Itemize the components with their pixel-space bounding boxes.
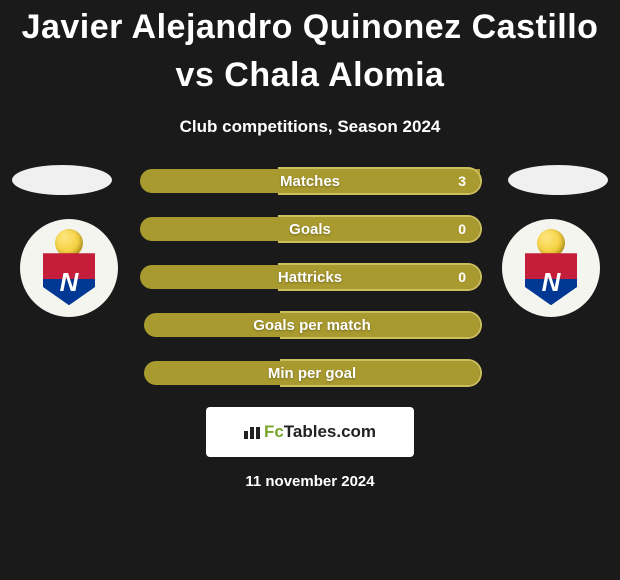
brand-text: FcTables.com <box>244 422 376 442</box>
badge-inner-left: N <box>34 227 104 309</box>
badge-letter-left: N <box>60 267 79 298</box>
brand-suffix: Tables.com <box>284 422 376 441</box>
stat-label-goals: Goals <box>289 221 331 238</box>
badge-ball-icon <box>537 229 565 257</box>
player-right-avatar <box>508 165 608 195</box>
stat-row-mpg: Min per goal <box>144 361 480 385</box>
club-badge-right: N <box>502 219 600 317</box>
stat-label-mpg: Min per goal <box>268 365 356 382</box>
stat-label-matches: Matches <box>280 173 340 190</box>
stat-label-hattricks: Hattricks <box>278 269 342 286</box>
brand-prefix: Fc <box>264 422 284 441</box>
stat-value-hattricks: 0 <box>458 269 466 285</box>
player-left-avatar <box>12 165 112 195</box>
date-line: 11 november 2024 <box>245 473 374 490</box>
club-badge-left: N <box>20 219 118 317</box>
subtitle: Club competitions, Season 2024 <box>180 117 441 137</box>
badge-ball-icon <box>55 229 83 257</box>
badge-letter-right: N <box>542 267 561 298</box>
stat-row-gpm: Goals per match <box>144 313 480 337</box>
page-title: Javier Alejandro Quinonez Castillo vs Ch… <box>0 4 620 99</box>
stat-value-matches: 3 <box>458 173 466 189</box>
stat-row-hattricks: Hattricks 0 <box>140 265 480 289</box>
bars-icon <box>244 425 260 439</box>
brand-box[interactable]: FcTables.com <box>206 407 414 457</box>
stat-value-goals: 0 <box>458 221 466 237</box>
stat-row-matches: Matches 3 <box>140 169 480 193</box>
stat-row-goals: Goals 0 <box>140 217 480 241</box>
stats-area: N N Matches 3 Goals 0 Hattricks 0 <box>0 169 620 385</box>
badge-inner-right: N <box>516 227 586 309</box>
comparison-card: Javier Alejandro Quinonez Castillo vs Ch… <box>0 0 620 490</box>
stat-label-gpm: Goals per match <box>253 317 371 334</box>
